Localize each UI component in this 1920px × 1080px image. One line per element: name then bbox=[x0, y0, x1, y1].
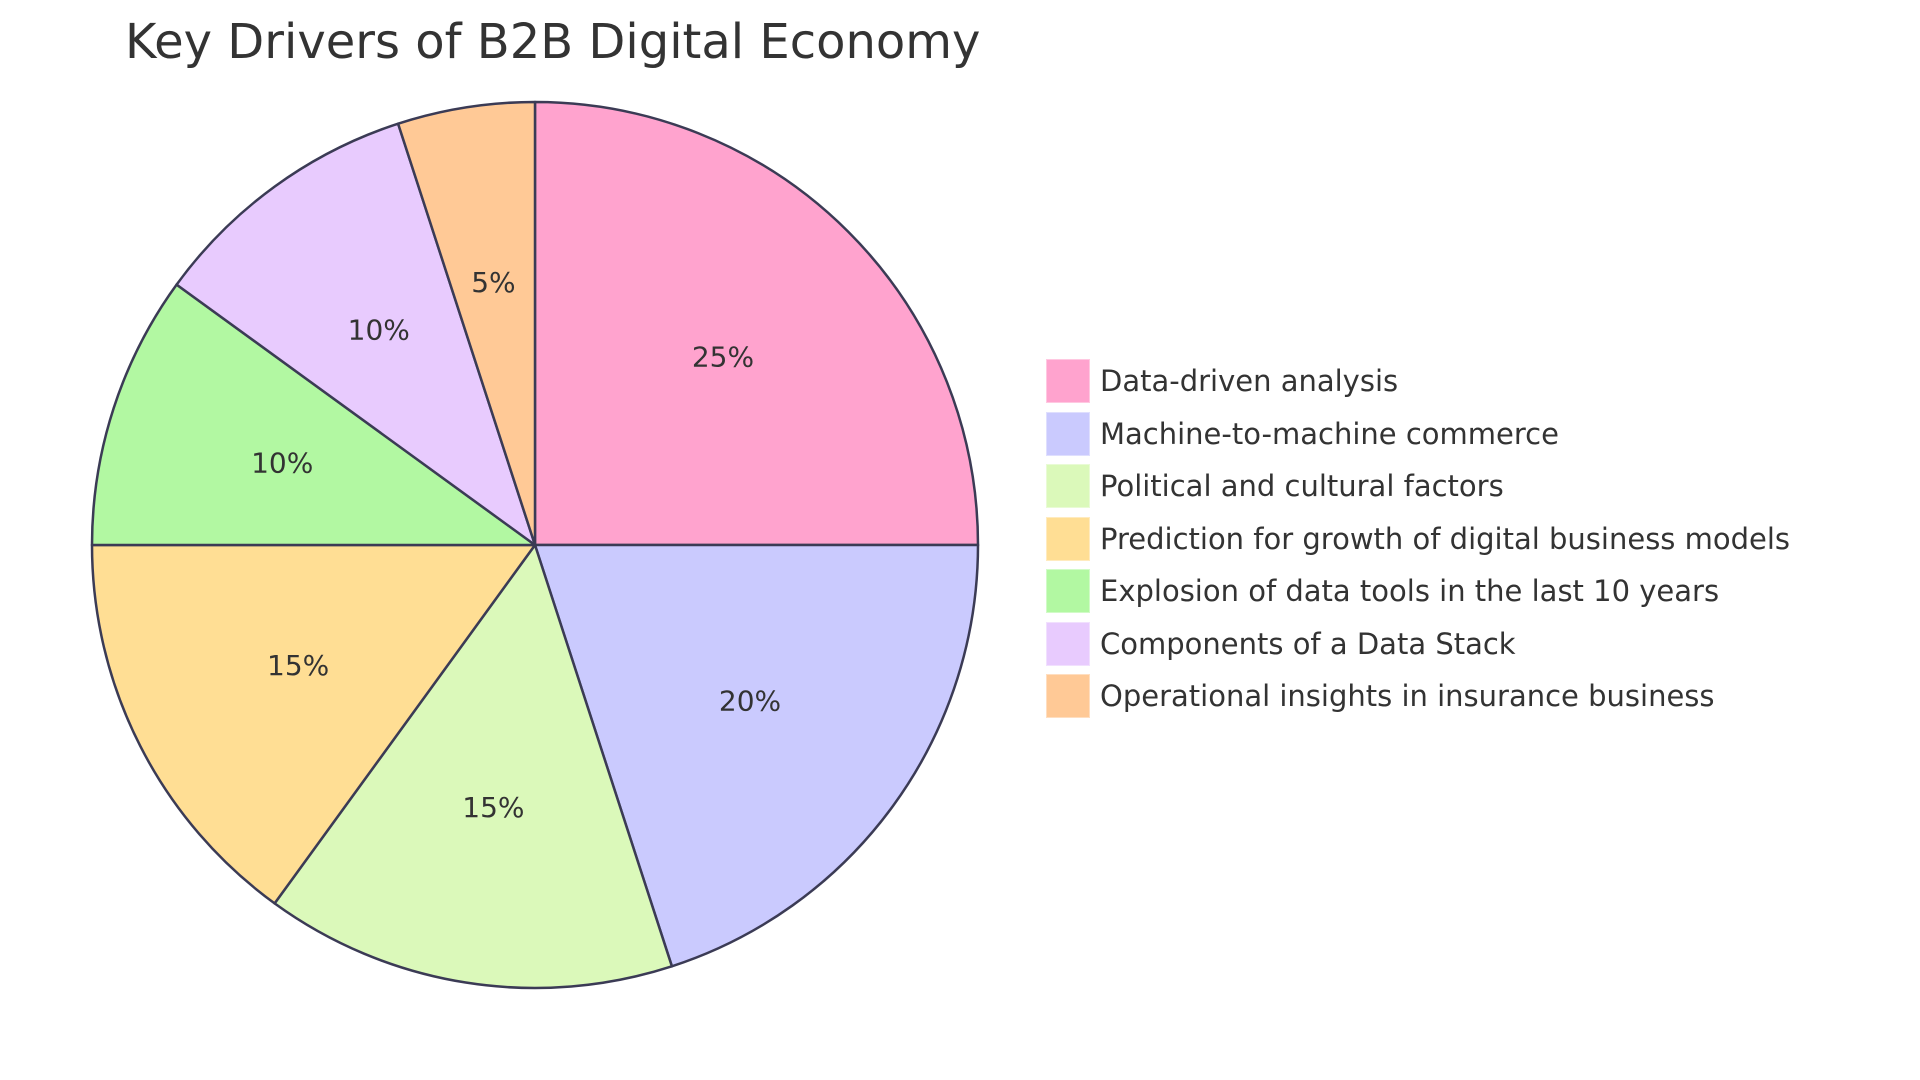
pie-slice bbox=[533, 100, 980, 547]
legend-item: Political and cultural factors bbox=[1046, 460, 1790, 513]
legend-item: Explosion of data tools in the last 10 y… bbox=[1046, 565, 1790, 618]
slice-value-label: 15% bbox=[267, 649, 329, 682]
pie-slice bbox=[175, 122, 537, 547]
legend-item: Machine-to-machine commerce bbox=[1046, 408, 1790, 461]
legend-label: Machine-to-machine commerce bbox=[1100, 416, 1559, 451]
legend-label: Data-driven analysis bbox=[1100, 364, 1399, 399]
slice-value-label: 25% bbox=[692, 341, 754, 374]
legend-swatch bbox=[1046, 516, 1090, 561]
slice-value-label: 20% bbox=[719, 685, 781, 718]
pie-slice-labels: 25% 20% 15% 15% 10% 10% 5% bbox=[251, 266, 781, 824]
legend-swatch bbox=[1046, 464, 1090, 509]
pie-slice bbox=[533, 543, 980, 968]
slice-value-label: 15% bbox=[462, 791, 524, 824]
pie-slices bbox=[90, 100, 980, 990]
pie-slice bbox=[90, 283, 537, 547]
legend-swatch bbox=[1046, 569, 1090, 614]
slice-value-label: 10% bbox=[251, 446, 313, 479]
legend-swatch bbox=[1046, 621, 1090, 666]
legend-label: Prediction for growth of digital busines… bbox=[1100, 521, 1791, 556]
legend-label: Explosion of data tools in the last 10 y… bbox=[1100, 574, 1720, 609]
legend-label: Operational insights in insurance busine… bbox=[1100, 679, 1715, 714]
slice-value-label: 5% bbox=[471, 266, 515, 299]
chart-title: Key Drivers of B2B Digital Economy bbox=[125, 14, 981, 70]
legend-label: Political and cultural factors bbox=[1100, 469, 1504, 504]
pie-chart: 25% 20% 15% 15% 10% 10% 5% bbox=[90, 100, 980, 990]
slice-value-label: 10% bbox=[348, 313, 410, 346]
legend-label: Components of a Data Stack bbox=[1100, 626, 1516, 661]
legend-item: Prediction for growth of digital busines… bbox=[1046, 513, 1790, 566]
legend-swatch bbox=[1046, 359, 1090, 404]
legend-item: Data-driven analysis bbox=[1046, 355, 1790, 408]
legend-item: Operational insights in insurance busine… bbox=[1046, 670, 1790, 723]
legend-swatch bbox=[1046, 411, 1090, 456]
pie-slice bbox=[273, 543, 674, 990]
pie-slice bbox=[396, 100, 537, 547]
legend-swatch bbox=[1046, 674, 1090, 719]
pie-slice bbox=[90, 543, 537, 905]
legend: Data-driven analysis Machine-to-machine c… bbox=[1046, 355, 1790, 723]
legend-item: Components of a Data Stack bbox=[1046, 618, 1790, 671]
